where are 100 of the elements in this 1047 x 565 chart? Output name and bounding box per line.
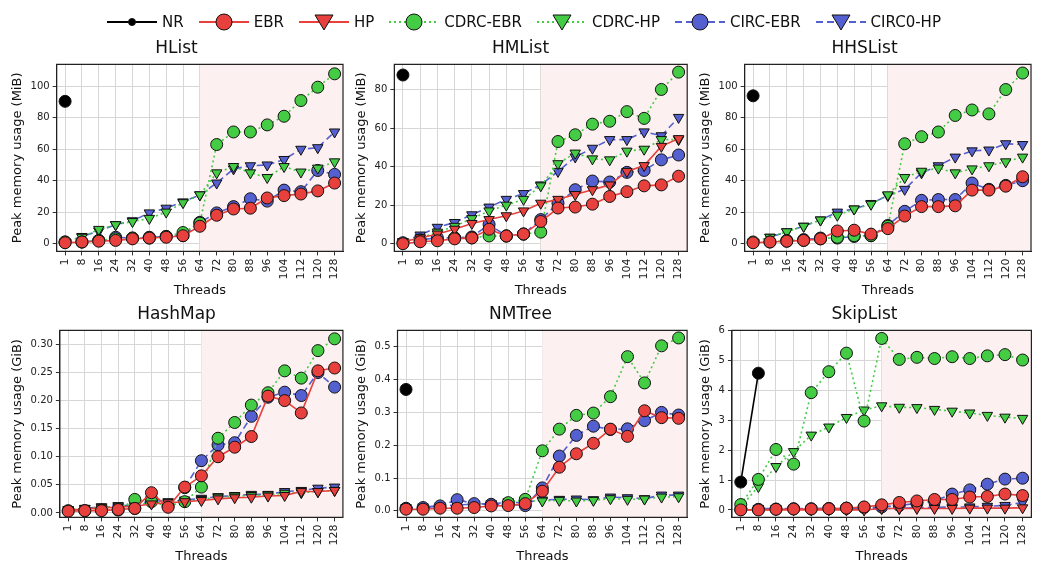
x-tick-label: 120 — [310, 524, 324, 546]
x-tick-label: 120 — [997, 524, 1011, 546]
y-tick-label: 60 — [36, 142, 50, 154]
x-tick-label: 1 — [733, 524, 747, 532]
x-tick-label: 80 — [909, 524, 923, 539]
x-tick-label: 88 — [586, 524, 600, 539]
x-tick-label: 8 — [413, 258, 427, 266]
x-tick-label: 112 — [981, 258, 995, 280]
y-tick-label: 100 — [718, 79, 738, 91]
x-tick-label: 56 — [516, 258, 530, 273]
x-tick-label: 40 — [830, 258, 844, 273]
x-tick-label: 24 — [786, 524, 800, 539]
x-tick-label: 8 — [762, 258, 776, 266]
x-tick-label: 112 — [294, 524, 308, 546]
x-tick-label: 64 — [192, 258, 206, 273]
y-axis-title: Peak memory usage (MiB) — [697, 72, 713, 244]
legend-label: EBR — [253, 13, 284, 31]
y-axis-title: Peak memory usage (MiB) — [353, 72, 369, 244]
y-tick-label: 0.05 — [30, 478, 53, 490]
y-tick-label: 5 — [718, 353, 725, 365]
x-tick-label: 88 — [243, 258, 257, 273]
legend-label: CIRC-EBR — [729, 13, 801, 31]
x-tick-label: 56 — [518, 524, 532, 539]
x-tick-label: 48 — [160, 524, 174, 539]
y-tick-label: 20 — [36, 205, 50, 217]
legend-label: CDRC-HP — [592, 13, 660, 31]
x-tick-label: 1 — [745, 258, 759, 266]
y-tick-label: 0.2 — [374, 438, 391, 450]
x-tick-label: 40 — [481, 258, 495, 273]
x-tick-label: 120 — [310, 258, 324, 280]
x-tick-label: 8 — [751, 524, 765, 532]
x-tick-label: 48 — [499, 258, 513, 273]
y-tick-label: 0.25 — [30, 366, 53, 378]
x-tick-label: 1 — [57, 258, 71, 266]
y-axis-title: Peak memory usage (MiB) — [9, 72, 25, 244]
chart-title: NMTree — [489, 302, 552, 323]
x-tick-label: 1 — [61, 524, 75, 532]
x-tick-label: 112 — [637, 258, 650, 280]
x-tick-label: 104 — [277, 524, 291, 546]
x-tick-label: 80 — [569, 524, 583, 539]
x-tick-label: 128 — [671, 524, 685, 546]
x-tick-label: 24 — [449, 524, 463, 539]
y-tick-label: 0.10 — [30, 450, 53, 462]
x-tick-label: 96 — [260, 258, 274, 273]
legend-label: CDRC-EBR — [444, 13, 523, 31]
x-tick-label: 32 — [127, 524, 141, 539]
x-tick-label: 120 — [654, 524, 668, 546]
x-tick-label: 24 — [108, 258, 122, 273]
y-tick-label: 0.4 — [374, 373, 391, 385]
x-tick-label: 16 — [91, 258, 105, 273]
x-tick-label: 56 — [863, 258, 877, 273]
x-tick-label: 128 — [1015, 524, 1029, 546]
x-tick-label: 8 — [415, 524, 429, 532]
y-tick-label: 4 — [718, 383, 725, 395]
x-tick-label: 96 — [603, 524, 617, 539]
x-tick-label: 32 — [464, 258, 478, 273]
legend-label: CIRC0-HP — [870, 13, 941, 31]
y-tick-label: 40 — [36, 174, 50, 186]
x-tick-label: 16 — [430, 258, 444, 273]
x-tick-label: 32 — [804, 524, 818, 539]
x-tick-label: 72 — [897, 258, 911, 273]
y-tick-label: 0.00 — [30, 506, 53, 518]
x-tick-label: 24 — [796, 258, 810, 273]
chart-title: HHSList — [831, 36, 898, 57]
y-tick-label: 0.5 — [374, 340, 391, 352]
x-tick-label: 112 — [293, 258, 307, 280]
x-tick-label: 104 — [276, 258, 290, 280]
y-tick-label: 0 — [731, 237, 738, 249]
y-tick-label: 40 — [724, 174, 738, 186]
x-axis-title: Threads — [860, 281, 915, 297]
x-tick-label: 1 — [398, 524, 412, 532]
y-tick-label: 0 — [43, 237, 50, 249]
y-tick-label: 0 — [718, 503, 725, 515]
x-axis-title: Threads — [174, 547, 228, 563]
x-tick-label: 40 — [821, 524, 835, 539]
x-tick-label: 88 — [585, 258, 599, 273]
y-tick-label: 60 — [724, 142, 738, 154]
x-tick-label: 16 — [779, 258, 793, 273]
x-tick-label: 16 — [94, 524, 108, 539]
y-axis-title: Peak memory usage (GiB) — [353, 339, 369, 509]
x-tick-label: 72 — [209, 258, 223, 273]
x-tick-label: 128 — [1015, 258, 1029, 280]
x-tick-label: 96 — [602, 258, 616, 273]
x-tick-label: 88 — [931, 258, 945, 273]
x-tick-label: 32 — [813, 258, 827, 273]
x-tick-label: 40 — [142, 258, 156, 273]
x-tick-label: 56 — [175, 258, 189, 273]
legend-label: HP — [353, 13, 375, 31]
x-tick-label: 64 — [535, 524, 549, 539]
x-axis-title: Threads — [513, 281, 568, 297]
x-tick-label: 104 — [619, 258, 633, 280]
chart-title: HList — [155, 36, 199, 57]
x-tick-label: 64 — [880, 258, 894, 273]
x-tick-label: 80 — [226, 258, 240, 273]
y-tick-label: 0.1 — [374, 471, 391, 483]
x-tick-label: 80 — [914, 258, 928, 273]
y-tick-label: 0.3 — [374, 406, 391, 418]
x-tick-label: 72 — [210, 524, 224, 539]
x-tick-label: 8 — [74, 258, 88, 266]
x-tick-label: 104 — [620, 524, 634, 546]
